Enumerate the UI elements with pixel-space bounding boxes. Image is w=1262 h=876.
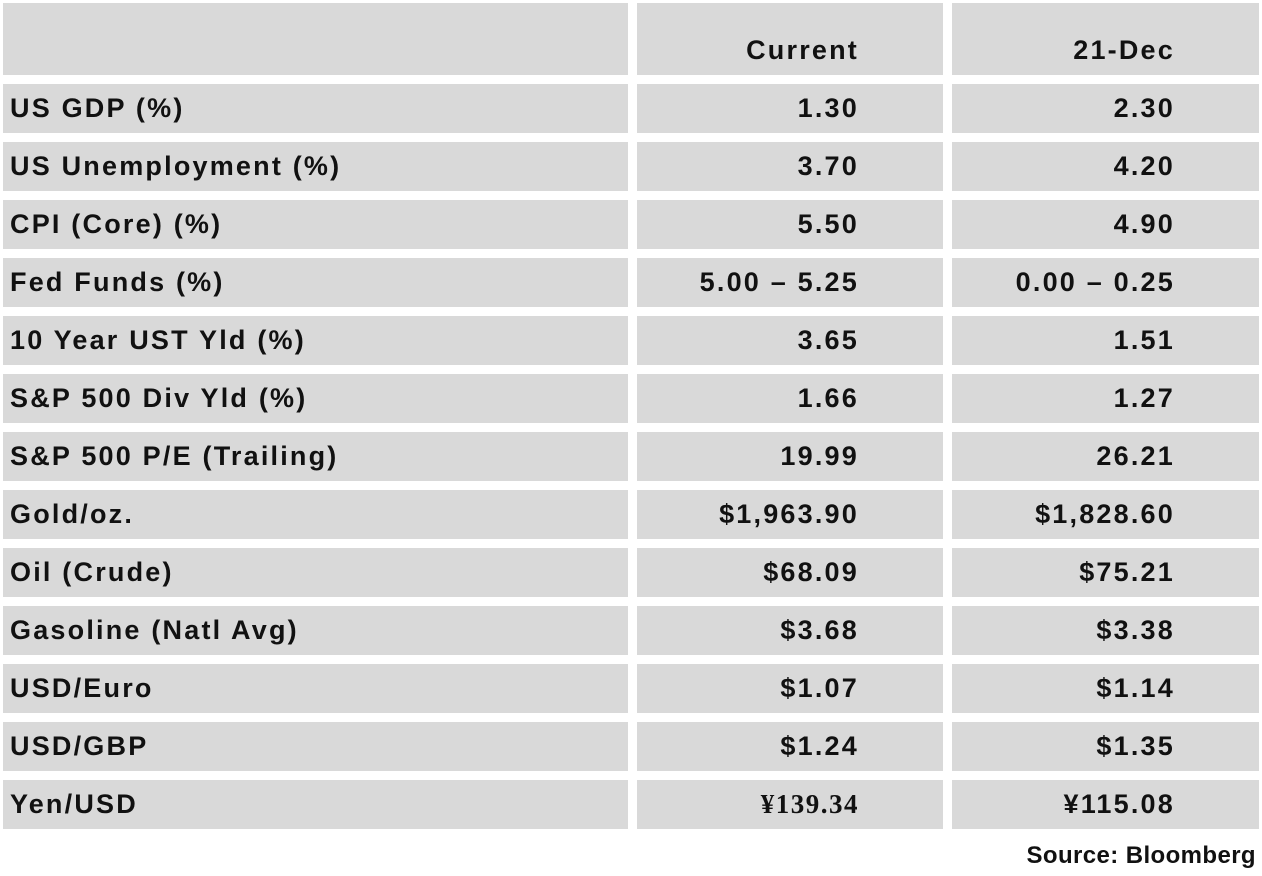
row-prior-us-unemployment: 4.20 xyxy=(952,142,1259,191)
row-prior-sp500-div-yld: 1.27 xyxy=(952,374,1259,423)
row-current-fed-funds: 5.00 – 5.25 xyxy=(637,258,943,307)
header-21-dec: 21-Dec xyxy=(952,3,1259,75)
row-label-gasoline: Gasoline (Natl Avg) xyxy=(3,606,628,655)
row-prior-yen-usd: ¥115.08 xyxy=(952,780,1259,829)
row-current-cpi-core: 5.50 xyxy=(637,200,943,249)
row-current-sp500-div-yld: 1.66 xyxy=(637,374,943,423)
row-label-oil-crude: Oil (Crude) xyxy=(3,548,628,597)
row-current-10-year-ust-yld: 3.65 xyxy=(637,316,943,365)
row-current-sp500-pe: 19.99 xyxy=(637,432,943,481)
row-label-gold: Gold/oz. xyxy=(3,490,628,539)
row-prior-gasoline: $3.38 xyxy=(952,606,1259,655)
row-current-gold: $1,963.90 xyxy=(637,490,943,539)
row-prior-us-gdp: 2.30 xyxy=(952,84,1259,133)
row-label-10-year-ust-yld: 10 Year UST Yld (%) xyxy=(3,316,628,365)
row-current-gasoline: $3.68 xyxy=(637,606,943,655)
row-prior-usd-euro: $1.14 xyxy=(952,664,1259,713)
row-current-us-gdp: 1.30 xyxy=(637,84,943,133)
row-prior-10-year-ust-yld: 1.51 xyxy=(952,316,1259,365)
row-current-usd-gbp: $1.24 xyxy=(637,722,943,771)
row-current-usd-euro: $1.07 xyxy=(637,664,943,713)
source-note: Source: Bloomberg xyxy=(1026,842,1256,869)
row-prior-cpi-core: 4.90 xyxy=(952,200,1259,249)
row-label-us-gdp: US GDP (%) xyxy=(3,84,628,133)
row-label-yen-usd: Yen/USD xyxy=(3,780,628,829)
row-current-oil-crude: $68.09 xyxy=(637,548,943,597)
header-current: Current xyxy=(637,3,943,75)
row-label-us-unemployment: US Unemployment (%) xyxy=(3,142,628,191)
row-label-usd-gbp: USD/GBP xyxy=(3,722,628,771)
row-current-yen-usd: ¥139.34 xyxy=(637,780,943,829)
row-label-sp500-pe: S&P 500 P/E (Trailing) xyxy=(3,432,628,481)
row-current-us-unemployment: 3.70 xyxy=(637,142,943,191)
economic-indicators-table: Current 21-Dec US GDP (%) 1.30 2.30 US U… xyxy=(3,3,1259,829)
row-prior-fed-funds: 0.00 – 0.25 xyxy=(952,258,1259,307)
row-label-usd-euro: USD/Euro xyxy=(3,664,628,713)
row-label-fed-funds: Fed Funds (%) xyxy=(3,258,628,307)
row-prior-gold: $1,828.60 xyxy=(952,490,1259,539)
row-prior-sp500-pe: 26.21 xyxy=(952,432,1259,481)
header-blank-cell xyxy=(3,3,628,75)
row-prior-oil-crude: $75.21 xyxy=(952,548,1259,597)
row-prior-usd-gbp: $1.35 xyxy=(952,722,1259,771)
row-label-cpi-core: CPI (Core) (%) xyxy=(3,200,628,249)
row-label-sp500-div-yld: S&P 500 Div Yld (%) xyxy=(3,374,628,423)
